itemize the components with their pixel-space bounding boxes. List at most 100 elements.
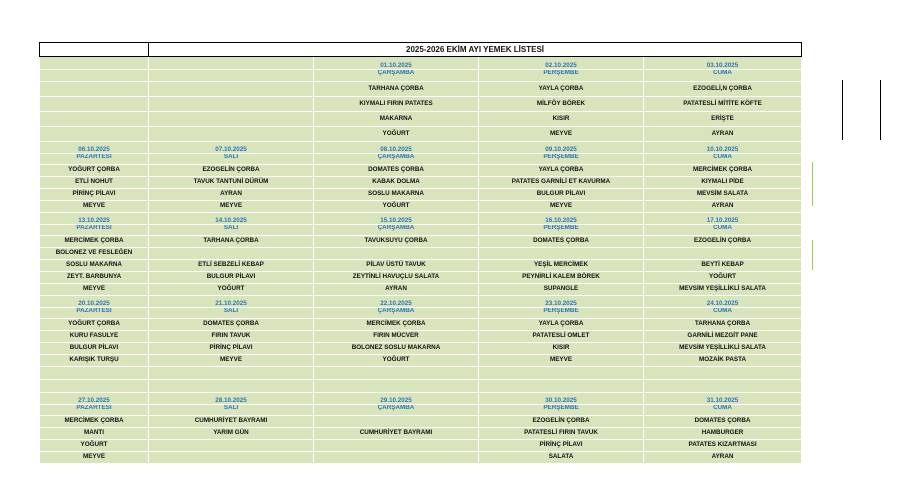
dish-cell: EZOGELİN ÇORBA [148,164,314,177]
dish-cell: MANTI [39,427,149,440]
dish-cell: BULGUR PİLAVI [148,271,314,284]
dish-cell: TARHANA ÇORBA [642,318,803,331]
title-row: 2025-2026 EKİM AYI YEMEK LİSTESİ [39,42,803,57]
dish-cell: PİRİNÇ PİLAVI [148,342,314,355]
dish-cell: PİRİNÇ PİLAVI [39,188,149,201]
day-cell: ÇARŞAMBA [313,307,479,319]
dish-cell [148,247,314,260]
dish-cell: MEYVE [148,200,314,213]
date-cell: 03.10.2025 [642,56,803,70]
dish-cell: PATATESLİ OMLET [478,330,644,343]
dish-cell: ETLİ NOHUT [39,176,149,189]
date-row: 06.10.2025 07.10.2025 08.10.2025 09.10.2025… [39,141,803,154]
dish-cell: TARHANA ÇORBA [313,81,479,97]
dish-cell: YOĞURT [148,283,314,296]
empty-cell [313,366,479,380]
divider-line [880,80,881,140]
dish-cell: PATATESLİ MİTİTE KÖFTE [642,96,803,112]
day-cell: PERŞEMBE [478,69,644,82]
menu-row: MEYVE SALATA AYRAN [39,451,803,464]
dish-cell: BEYTİ KEBAP [642,259,803,272]
menu-title: 2025-2026 EKİM AYI YEMEK LİSTESİ [147,42,803,57]
date-cell [39,56,149,70]
dish-cell: DOMATES ÇORBA [148,318,314,331]
day-cell: PERŞEMBE [478,404,644,416]
dish-cell: MEVSİM SALATA [642,188,803,201]
dish-cell: YOĞURT [642,271,803,284]
empty-cell [478,379,644,393]
empty-cell [313,379,479,393]
menu-row: YOĞURT MEYVE AYRAN [39,126,803,142]
dish-cell: YAYLA ÇORBA [478,81,644,97]
menu-row: KURU FASULYE FIRIN TAVUK FIRIN MÜCVER PATAT… [39,330,803,343]
date-row: 27.10.2025 28.10.2025 29.10.2025 30.10.2025… [39,392,803,405]
date-cell: 21.10.2025 [148,295,314,308]
date-cell: 31.10.2025 [642,392,803,405]
date-cell: 24.10.2025 [642,295,803,308]
day-cell: SALI [148,224,314,236]
divider-line [812,240,813,270]
date-cell: 20.10.2025 [39,295,149,308]
dish-cell: DOMATES ÇORBA [642,415,803,428]
date-cell: 06.10.2025 [39,141,149,154]
day-cell [39,69,149,82]
day-cell: PAZARTESİ [39,404,149,416]
day-row: PAZARTESİ SALI ÇARŞAMBA PERŞEMBE CUMA [39,153,803,165]
day-cell: PERŞEMBE [478,153,644,165]
dish-cell: MEVSİM YEŞİLLİKLİ SALATA [642,283,803,296]
dish-cell: PATATES GARNİLİ ET KAVURMA [478,176,644,189]
day-cell: ÇARŞAMBA [313,153,479,165]
dish-cell: TAVUK TANTUNİ DÜRÜM [148,176,314,189]
dish-cell [148,451,314,464]
empty-cell [39,379,149,393]
date-cell: 29.10.2025 [313,392,479,405]
dish-cell: DOMATES ÇORBA [313,164,479,177]
day-cell: SALI [148,404,314,416]
dish-cell: MİLFÖY BÖREK [478,96,644,112]
day-cell: PAZARTESİ [39,307,149,319]
empty-cell [148,379,314,393]
day-cell: CUMA [642,69,803,82]
dish-cell: CUMHURİYET BAYRAMI [148,415,314,428]
menu-row: ZEYT. BARBUNYA BULGUR PİLAVI ZEYTİNLİ HAVU… [39,271,803,284]
date-row: 13.10.2025 14.10.2025 15.10.2025 16.10.2025… [39,212,803,225]
dish-cell: MERCİMEK ÇORBA [39,415,149,428]
date-row: 20.10.2025 21.10.2025 22.10.2025 23.10.2025… [39,295,803,308]
dish-cell: KARIŞIK TURŞU [39,354,149,367]
dish-cell: ETLİ SEBZELİ KEBAP [148,259,314,272]
date-cell: 30.10.2025 [478,392,644,405]
dish-cell: MEVSİM YEŞİLLİKLİ SALATA [642,342,803,355]
dish-cell: BULGUR PİLAVI [478,188,644,201]
day-cell: CUMA [642,153,803,165]
dish-cell: KISIR [478,111,644,127]
dish-cell [39,111,149,127]
dish-cell: PATATES KIZARTMASI [642,439,803,452]
day-cell: ÇARŞAMBA [313,224,479,236]
dish-cell: YOĞURT [313,126,479,142]
dish-cell: SOSLU MAKARNA [39,259,149,272]
menu-row: YOĞURT ÇORBA EZOGELİN ÇORBA DOMATES ÇORBA Y… [39,164,803,177]
dish-cell: KIYMALI FIRIN PATATES [313,96,479,112]
dish-cell: SOSLU MAKARNA [313,188,479,201]
date-cell: 09.10.2025 [478,141,644,154]
dish-cell: YOĞURT ÇORBA [39,318,149,331]
dish-cell: KISIR [478,342,644,355]
day-cell: SALI [148,307,314,319]
dish-cell: GARNİLİ MEZGİT PANE [642,330,803,343]
empty-cell [642,379,803,393]
dish-cell: MERCİMEK ÇORBA [39,235,149,248]
dish-cell: ERİŞTE [642,111,803,127]
dish-cell: HAMBURGER [642,427,803,440]
dish-cell [313,451,479,464]
dish-cell: MERCİMEK ÇORBA [642,164,803,177]
dish-cell: AYRAN [642,451,803,464]
dish-cell [313,439,479,452]
dish-cell: PEYNİRLİ KALEM BÖREK [478,271,644,284]
menu-row: YOĞURT PİRİNÇ PİLAVI PATATES KIZARTMASI [39,439,803,452]
dish-cell [148,96,314,112]
day-row: PAZARTESİ SALI ÇARŞAMBA PERŞEMBE CUMA [39,224,803,236]
day-cell: ÇARŞAMBA [313,69,479,82]
menu-table: 2025-2026 EKİM AYI YEMEK LİSTESİ 01.10.2… [39,42,803,464]
menu-row: TARHANA ÇORBA YAYLA ÇORBA EZOGELİ,N ÇORBA [39,81,803,97]
date-cell: 14.10.2025 [148,212,314,225]
